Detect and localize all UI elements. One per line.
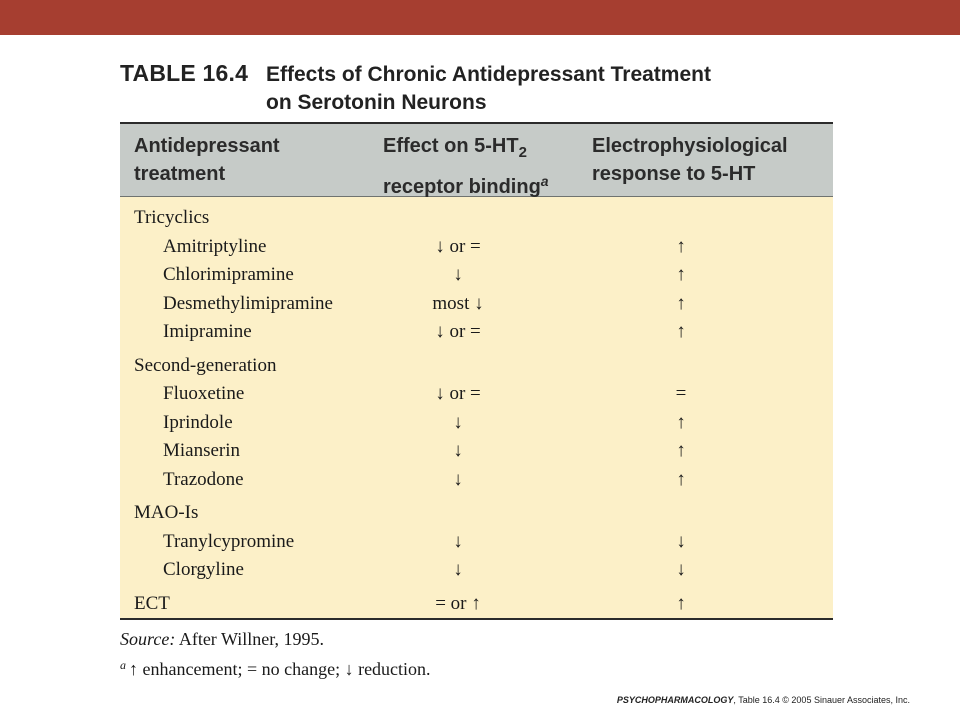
header-binding: Effect on 5-HT2 receptor bindinga bbox=[383, 132, 583, 201]
treatment-cell: Fluoxetine bbox=[163, 383, 245, 404]
table-row: Tranylcypromine ↓ ↓ bbox=[120, 528, 833, 557]
note-marker: a bbox=[120, 658, 126, 672]
table-body: Tricyclics Amitriptyline ↓ or = ↑ Chlori… bbox=[120, 204, 833, 618]
data-table: Antidepressant treatment Effect on 5-HT2… bbox=[120, 122, 833, 620]
table-caption: Effects of Chronic Antidepressant Treatm… bbox=[266, 61, 826, 117]
group-label: MAO-Is bbox=[134, 502, 199, 523]
treatment-cell: Mianserin bbox=[163, 440, 241, 461]
response-cell: = bbox=[675, 383, 687, 404]
table-row: Mianserin ↓ ↑ bbox=[120, 437, 833, 466]
source-note: Source: After Willner, 1995. bbox=[120, 626, 431, 652]
response-cell: ↓ bbox=[676, 559, 686, 580]
copyright-credit: PSYCHOPHARMACOLOGY, Table 16.4 © 2005 Si… bbox=[617, 695, 910, 705]
treatment-cell: Chlorimipramine bbox=[163, 264, 294, 285]
treatment-cell: Iprindole bbox=[163, 411, 233, 433]
response-cell: ↑ bbox=[676, 411, 686, 433]
binding-cell: ↓ bbox=[453, 559, 463, 580]
binding-cell: ↓ bbox=[453, 468, 463, 490]
header-binding-superscript: a bbox=[540, 173, 549, 189]
group-row: MAO-Is bbox=[120, 499, 833, 528]
table-row: Amitriptyline ↓ or = ↑ bbox=[120, 233, 833, 262]
response-cell: ↑ bbox=[676, 264, 686, 285]
legend-note: a ↑ enhancement; = no change; ↓ reduction… bbox=[120, 652, 431, 682]
group-row: Tricyclics bbox=[120, 204, 833, 233]
table-footnotes: Source: After Willner, 1995. a ↑ enhancem… bbox=[120, 626, 431, 682]
group-row: Second-generation bbox=[120, 352, 833, 381]
header-response-line2: response to 5-HT bbox=[592, 163, 756, 185]
response-cell: ↓ bbox=[676, 530, 686, 552]
binding-cell: ↓ bbox=[453, 264, 463, 285]
book-title: PSYCHOPHARMACOLOGY bbox=[616, 695, 734, 705]
caption-line-2: on Serotonin Neurons bbox=[266, 91, 487, 114]
header-binding-line2: receptor bindinga bbox=[383, 167, 583, 201]
note-text: ↑ enhancement; = no change; ↓ reduction. bbox=[129, 659, 431, 679]
source-label: Source: bbox=[120, 629, 176, 649]
treatment-cell: Tranylcypromine bbox=[163, 530, 295, 552]
top-accent-bar bbox=[0, 0, 960, 35]
table-row: Chlorimipramine ↓ ↑ bbox=[120, 261, 833, 290]
table-header: Antidepressant treatment Effect on 5-HT2… bbox=[120, 124, 833, 198]
binding-cell: ↓ bbox=[453, 530, 463, 552]
binding-cell: ↓ or = bbox=[435, 383, 481, 404]
treatment-cell: Amitriptyline bbox=[163, 235, 267, 257]
binding-cell: most ↓ bbox=[432, 292, 484, 314]
binding-cell: = or ↑ bbox=[435, 592, 481, 614]
treatment-cell: Clorgyline bbox=[163, 559, 244, 580]
header-response-line1: Electrophysiological bbox=[592, 135, 788, 157]
header-treatment-line2: treatment bbox=[134, 163, 226, 185]
response-cell: ↑ bbox=[676, 468, 686, 490]
table-row: Trazodone ↓ ↑ bbox=[120, 466, 833, 495]
response-cell: ↑ bbox=[676, 235, 686, 257]
response-cell: ↑ bbox=[676, 321, 686, 342]
table-number: TABLE 16.4 bbox=[120, 60, 249, 86]
table-row: ECT = or ↑ ↑ bbox=[120, 590, 833, 619]
header-binding-line1: Effect on 5-HT2 bbox=[383, 132, 583, 167]
source-text: After Willner, 1995. bbox=[178, 629, 325, 649]
header-treatment-line1: Antidepressant bbox=[134, 135, 280, 157]
response-cell: ↑ bbox=[676, 440, 686, 461]
treatment-cell: Trazodone bbox=[163, 468, 244, 490]
table-row: Iprindole ↓ ↑ bbox=[120, 409, 833, 438]
table-row: Imipramine ↓ or = ↑ bbox=[120, 318, 833, 347]
header-treatment: Antidepressant treatment bbox=[134, 132, 364, 188]
binding-cell: ↓ bbox=[453, 440, 463, 461]
binding-cell: ↓ bbox=[453, 411, 463, 433]
table-row: Fluoxetine ↓ or = = bbox=[120, 380, 833, 409]
binding-cell: ↓ or = bbox=[435, 235, 481, 257]
response-cell: ↑ bbox=[676, 592, 686, 614]
table-row: Clorgyline ↓ ↓ bbox=[120, 556, 833, 585]
binding-cell: ↓ or = bbox=[435, 321, 481, 342]
table-row: Desmethylimipramine most ↓ ↑ bbox=[120, 290, 833, 319]
response-cell: ↑ bbox=[676, 292, 686, 314]
group-label: Second-generation bbox=[134, 354, 277, 376]
header-binding-prefix: Effect on 5-HT bbox=[383, 135, 519, 157]
header-binding-text: receptor binding bbox=[383, 176, 541, 198]
group-label: Tricyclics bbox=[134, 207, 210, 228]
treatment-cell: Desmethylimipramine bbox=[163, 292, 333, 314]
treatment-cell: ECT bbox=[134, 592, 170, 614]
header-binding-subscript: 2 bbox=[518, 144, 527, 161]
treatment-cell: Imipramine bbox=[163, 321, 252, 342]
credit-text: , Table 16.4 © 2005 Sinauer Associates, … bbox=[733, 695, 910, 705]
header-response: Electrophysiological response to 5-HT bbox=[592, 132, 832, 188]
caption-line-1: Effects of Chronic Antidepressant Treatm… bbox=[266, 63, 711, 86]
